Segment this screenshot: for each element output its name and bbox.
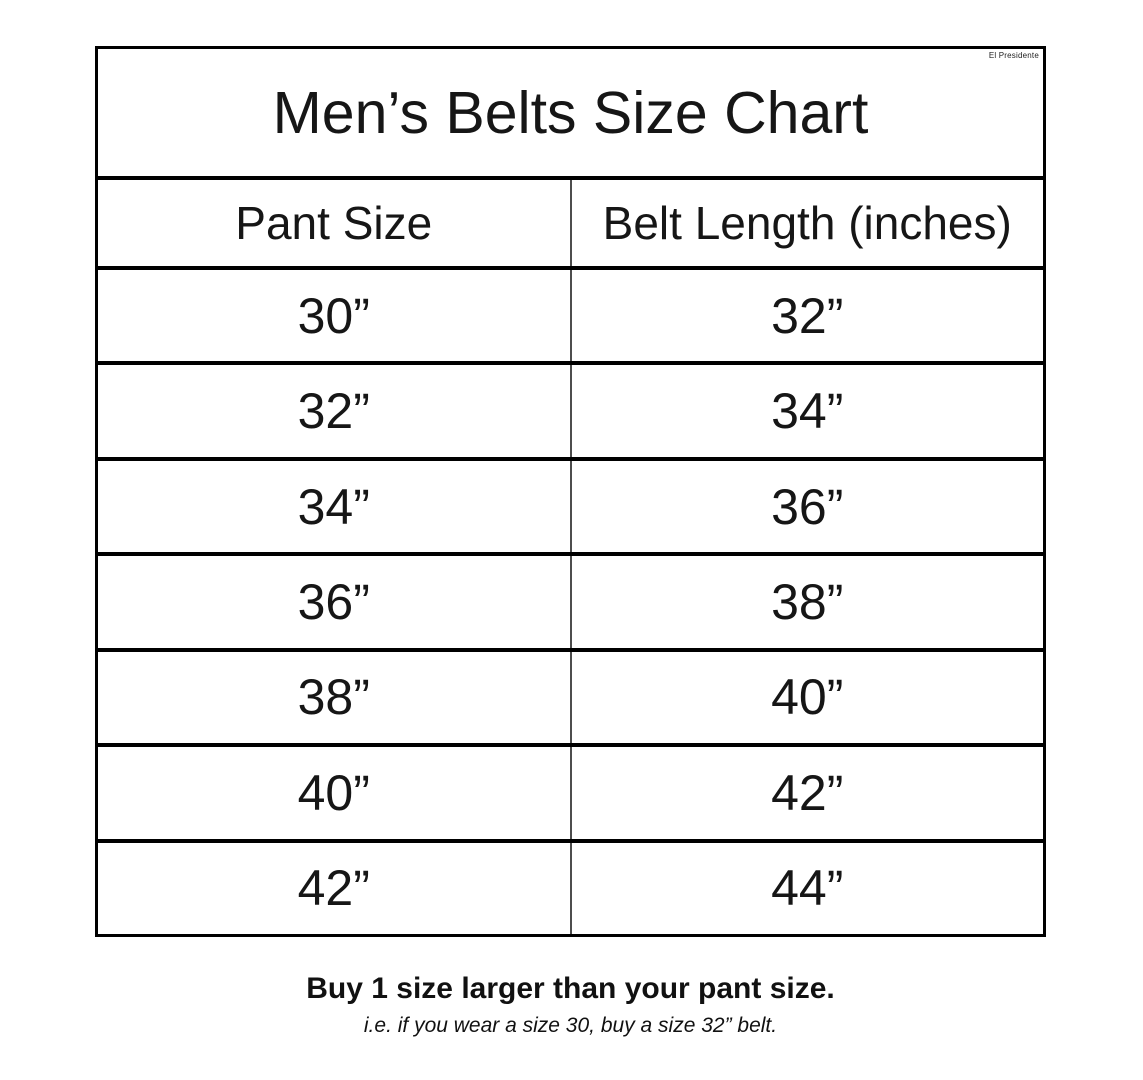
table-row: 38” 40” — [98, 651, 1043, 748]
pant-size-cell: 40” — [98, 747, 572, 839]
pant-size-cell: 34” — [98, 460, 572, 553]
watermark-text: El Presidente — [988, 51, 1039, 60]
footnote-italic: i.e. if you wear a size 30, buy a size 3… — [363, 1014, 778, 1037]
table-row: 42” 44” — [98, 842, 1043, 934]
pant-size-cell: 38” — [98, 651, 572, 744]
table-row: 32” 34” — [98, 365, 1043, 461]
table-row: 40” 42” — [98, 747, 1043, 843]
belt-length-cell: 40” — [771, 669, 844, 726]
belt-length-cell: 32” — [771, 287, 844, 344]
pant-size-cell: 36” — [98, 556, 572, 648]
table-row: 34” 36” — [98, 460, 1043, 557]
table-header-row: Pant Size Belt Length (inches) — [98, 180, 1043, 270]
pant-size-cell: 32” — [98, 365, 572, 457]
belt-length-cell: 42” — [771, 764, 844, 821]
pant-size-cell: 42” — [98, 842, 572, 934]
table-row: 36” 38” — [98, 556, 1043, 652]
column-header-pant-size: Pant Size — [98, 180, 572, 266]
column-header-belt-length: Belt Length (inches) — [602, 197, 1012, 249]
chart-title-row: Men’s Belts Size Chart — [98, 49, 1043, 180]
belt-length-cell: 38” — [771, 573, 844, 630]
belt-length-cell: 34” — [771, 383, 844, 440]
belt-length-cell: 36” — [771, 478, 844, 535]
size-chart-table: El Presidente Men’s Belts Size Chart Pan… — [95, 46, 1046, 937]
chart-title: Men’s Belts Size Chart — [272, 79, 869, 146]
pant-size-cell: 30” — [98, 270, 572, 362]
belt-length-cell: 44” — [771, 860, 844, 917]
table-row: 30” 32” — [98, 270, 1043, 366]
footnote-bold: Buy 1 size larger than your pant size. — [306, 972, 835, 1005]
